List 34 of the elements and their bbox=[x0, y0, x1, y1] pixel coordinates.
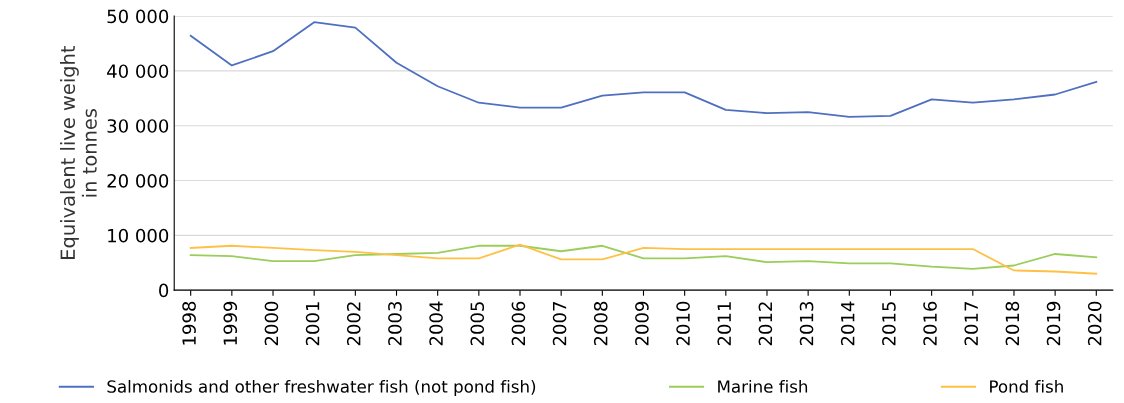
y-tick-label: 0 bbox=[159, 283, 169, 298]
x-tick-label: 2017 bbox=[964, 302, 979, 346]
y-tick-label: 30 000 bbox=[107, 119, 169, 133]
x-tick-label: 2004 bbox=[429, 301, 443, 346]
x-tick-label: 2000 bbox=[264, 301, 279, 346]
x-tick-label: 2003 bbox=[388, 302, 402, 346]
x-tick-label: 2012 bbox=[758, 302, 773, 346]
x-tick-label: 2019 bbox=[1046, 301, 1061, 346]
y-tick-label: 20 000 bbox=[107, 174, 169, 188]
x-tick-label: 2020 bbox=[1087, 301, 1102, 346]
x-tick-label: 1999 bbox=[223, 301, 238, 345]
x-tick-label: 2010 bbox=[676, 301, 690, 346]
legend-label: Pond fish bbox=[990, 379, 1063, 393]
legend-label: Marine fish bbox=[718, 379, 808, 393]
x-tick-label: 2001 bbox=[305, 302, 320, 346]
y-tick-label: 10 000 bbox=[108, 228, 169, 243]
x-tick-label: 2014 bbox=[840, 301, 855, 346]
y-axis-title: Equivalent live weight in tonnes bbox=[60, 45, 97, 259]
x-tick-label: 2016 bbox=[923, 301, 937, 346]
x-tick-label: 2011 bbox=[717, 302, 732, 346]
x-tick-label: 2009 bbox=[635, 301, 649, 346]
y-tick-label: 50 000 bbox=[107, 9, 169, 24]
x-tick-label: 2008 bbox=[593, 301, 608, 346]
legend-label: Salmonids and other freshwater fish (not pond fish) bbox=[107, 379, 536, 397]
x-tick-label: 2007 bbox=[552, 302, 567, 346]
x-tick-label: 2015 bbox=[882, 302, 896, 346]
x-tick-label: 2002 bbox=[346, 302, 361, 346]
y-tick-label: 40 000 bbox=[107, 64, 169, 79]
x-tick-label: 1998 bbox=[182, 301, 196, 345]
x-tick-label: 2018 bbox=[1005, 301, 1020, 346]
x-tick-label: 2006 bbox=[511, 301, 526, 346]
x-tick-label: 2013 bbox=[799, 302, 814, 346]
x-tick-label: 2005 bbox=[470, 302, 485, 346]
line-series bbox=[189, 21, 1098, 118]
